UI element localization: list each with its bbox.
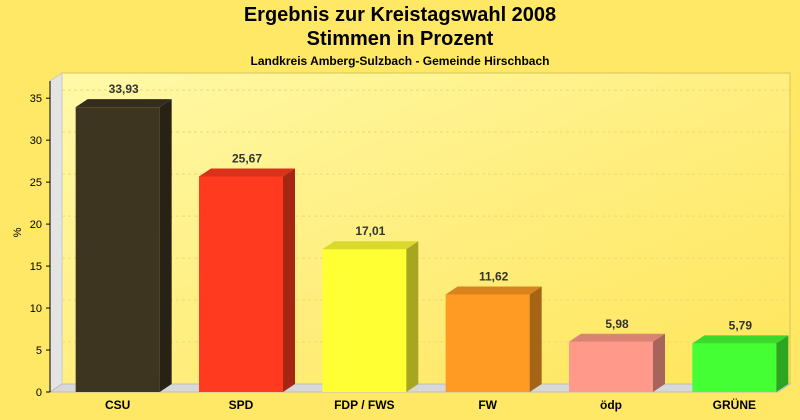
y-tick-label: 20 xyxy=(30,219,42,231)
bar-front xyxy=(445,294,530,392)
bar-front xyxy=(569,341,653,392)
bar xyxy=(445,286,542,392)
bar xyxy=(199,168,295,392)
y-tick-label: 25 xyxy=(30,177,42,189)
bar-top xyxy=(322,241,419,250)
bar xyxy=(692,335,789,392)
bar xyxy=(322,241,419,392)
bar-front xyxy=(75,107,160,393)
y-tick-label: 30 xyxy=(30,135,42,147)
data-label: 25,67 xyxy=(232,152,262,166)
bar-side xyxy=(529,286,542,392)
x-tick-label: SPD xyxy=(229,398,254,412)
bar-front xyxy=(692,343,777,392)
y-tick-label: 5 xyxy=(36,345,42,357)
bar-top xyxy=(75,99,172,108)
data-label: 33,93 xyxy=(109,82,139,96)
data-label: 5,98 xyxy=(605,317,629,331)
plot-side-wall xyxy=(49,72,63,393)
data-label: 17,01 xyxy=(355,224,385,238)
bar-top xyxy=(445,286,542,295)
y-tick-label: 0 xyxy=(36,387,42,399)
bar-top xyxy=(199,168,295,177)
bar xyxy=(569,333,665,392)
bar-top xyxy=(692,335,789,344)
bar-side xyxy=(406,241,419,392)
y-axis-label: % xyxy=(12,227,24,237)
chart-title-line2: Stimmen in Prozent xyxy=(306,28,494,50)
bar-front xyxy=(199,176,283,392)
bar xyxy=(75,99,172,393)
y-tick-label: 10 xyxy=(30,303,42,315)
data-label: 5,79 xyxy=(729,318,753,332)
bar-side xyxy=(776,335,789,392)
x-tick-label: GRÜNE xyxy=(713,397,756,412)
bar-side xyxy=(283,168,295,392)
bar-front xyxy=(322,249,407,392)
bar-top xyxy=(569,333,665,342)
y-tick-label: 15 xyxy=(30,261,42,273)
x-tick-label: CSU xyxy=(105,398,130,412)
x-tick-label: ödp xyxy=(600,398,622,412)
data-label: 11,62 xyxy=(479,269,509,283)
bar-side xyxy=(159,99,172,393)
chart-subtitle: Landkreis Amberg-Sulzbach - Gemeinde Hir… xyxy=(250,54,550,68)
x-tick-label: FW xyxy=(478,398,497,412)
y-tick-label: 35 xyxy=(30,93,42,105)
bar-side xyxy=(653,333,665,392)
chart-title: Ergebnis zur Kreistagswahl 2008 xyxy=(243,4,557,26)
x-tick-label: FDP / FWS xyxy=(334,398,394,412)
